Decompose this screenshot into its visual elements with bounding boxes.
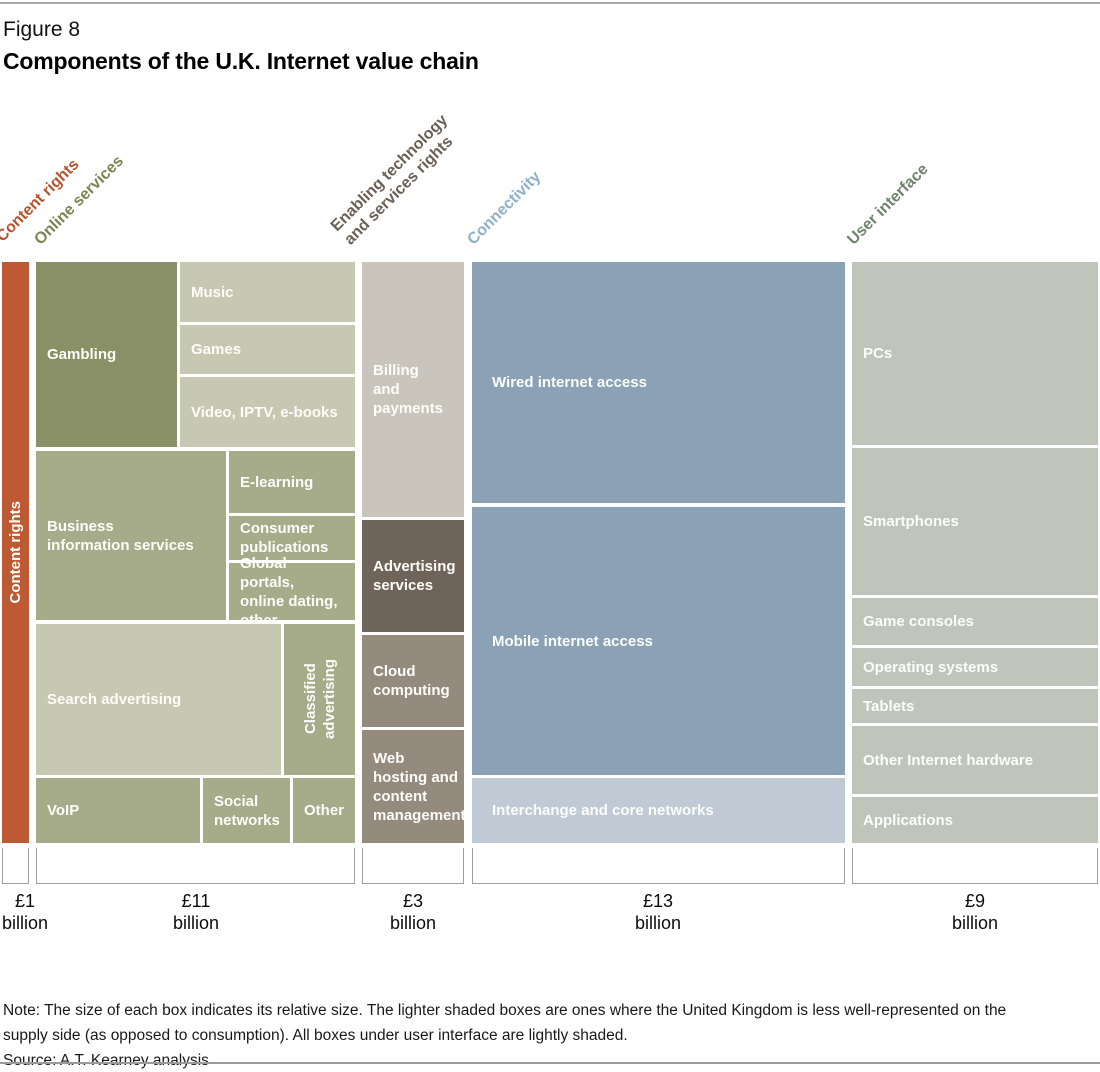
box-applications: Applications [852,797,1098,843]
box-billing-and-payments: Billing and payments [362,262,464,517]
value-unit: billion [634,913,682,933]
box-label: Billing and payments [373,362,444,417]
box-label: Applications [863,811,954,829]
box-music: Music [180,262,355,322]
box-voip: VoIP [36,778,200,843]
source-text: Source: A.T. Kearney analysis [3,1051,209,1069]
box-label: Smartphones [863,513,959,530]
box-label: Other [304,802,345,819]
box-label: Music [191,283,234,301]
bracket-enabling-technology [362,848,464,884]
column-header-connectivity: Connectivity [464,168,545,249]
box-operating-systems: Operating systems [852,648,1098,686]
value-amount: £1 [14,891,36,911]
box-label: E-learning [240,473,314,491]
box-other: Other [293,778,355,843]
figure-title: Components of the U.K. Internet value ch… [3,48,479,74]
value-unit: billion [951,913,999,933]
box-search-advertising: Search advertising [36,624,281,775]
value-label-online-services: £11 billion [146,890,246,934]
figure-label: Figure 8 [3,18,81,41]
box-label: Classified advertising [301,659,338,740]
treemap-chart: Content rights Gambling Music Games Vide… [0,262,1100,843]
box-label: Other Internet hardware [863,751,1034,769]
bracket-connectivity [472,848,845,884]
box-label: Tablets [863,697,915,715]
box-label: Mobile internet access [492,632,653,650]
note-text: Note: The size of each box indicates its… [3,1001,1007,1044]
value-label-content-rights: £1 billion [0,890,75,934]
value-unit: billion [1,913,49,933]
box-label: Game consoles [863,613,974,630]
box-label: Cloud computing [373,663,450,699]
box-label: PCs [863,345,893,362]
column-header-enabling-technology: Enabling technology and services rights [327,111,457,249]
box-label: Interchange and core networks [492,802,714,819]
box-content-rights: Content rights [2,262,29,843]
box-label: Consumer publications [240,520,329,556]
box-web-hosting-content-management: Web hosting and content management [362,730,466,843]
box-other-internet-hardware: Other Internet hardware [852,726,1098,794]
box-cloud-computing: Cloud computing [362,635,464,727]
box-label: Social networks [214,792,280,829]
box-label: Games [191,341,242,358]
value-amount: £13 [642,891,674,911]
bracket-user-interface [852,848,1098,884]
box-advertising-services: Advertising services [362,520,464,632]
box-label: Search advertising [47,691,182,708]
box-label: VoIP [47,802,80,819]
value-label-connectivity: £13 billion [608,890,708,934]
box-wired-internet-access: Wired internet access [472,262,845,503]
box-video-iptv-ebooks: Video, IPTV, e-books [180,377,355,447]
box-e-learning: E-learning [229,451,355,513]
box-tablets: Tablets [852,689,1098,723]
bottom-rule [0,1062,1100,1064]
box-label: Content rights [7,501,24,604]
column-header-user-interface: User interface [844,160,932,249]
box-social-networks: Social networks [203,778,290,843]
box-label: Wired internet access [492,374,647,391]
box-label: Gambling [47,346,117,363]
box-label: Web hosting and content management [373,749,466,824]
box-global-portals-online-dating-other: Global portals, online dating, other [229,555,355,629]
top-rule [0,2,1100,4]
box-label: Video, IPTV, e-books [191,403,338,421]
box-smartphones: Smartphones [852,448,1098,595]
value-unit: billion [389,913,437,933]
box-label: Advertising services [373,558,456,594]
value-label-user-interface: £9 billion [925,890,1025,934]
box-label: Global portals, online dating, other [240,554,338,629]
value-label-enabling-technology: £3 billion [363,890,463,934]
value-unit: billion [172,913,220,933]
box-interchange-core-networks: Interchange and core networks [472,778,845,843]
bracket-content-rights [2,848,29,884]
box-game-consoles: Game consoles [852,598,1098,645]
box-mobile-internet-access: Mobile internet access [472,507,845,775]
value-amount: £11 [181,891,211,911]
box-gambling: Gambling [36,262,177,447]
value-amount: £3 [402,891,424,911]
box-label: Business information services [47,517,194,554]
box-consumer-publications: Consumer publications [229,516,355,560]
box-label: Operating systems [863,658,999,676]
box-classified-advertising: Classified advertising [284,624,355,775]
box-business-information-services: Business information services [36,451,226,620]
box-games: Games [180,325,355,374]
box-pcs: PCs [852,262,1098,445]
bracket-online-services [36,848,355,884]
value-amount: £9 [964,891,986,911]
